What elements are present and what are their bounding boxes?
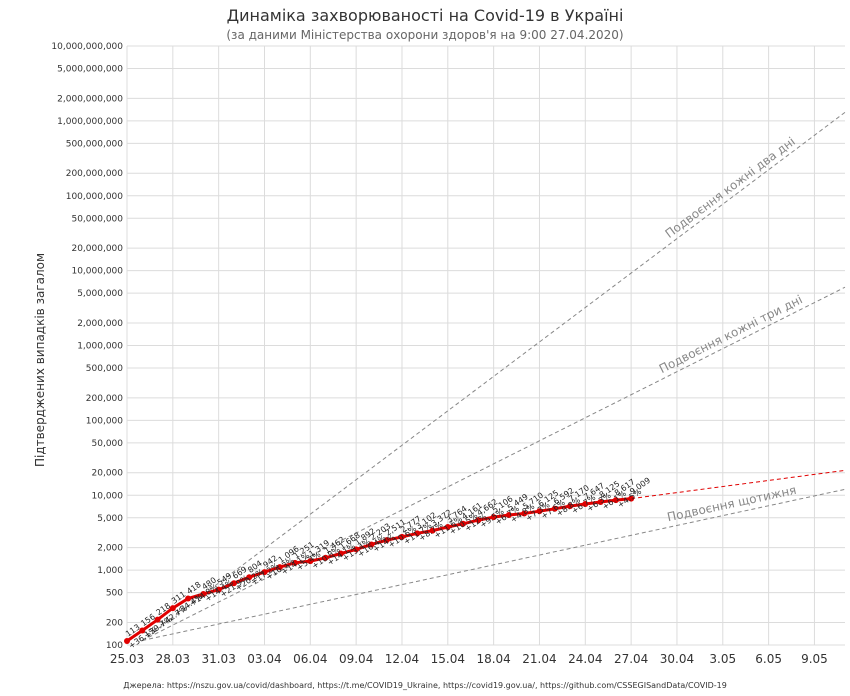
y-tick-label: 200,000	[86, 394, 123, 404]
y-tick-label: 100,000,000	[66, 192, 124, 202]
x-tick-label: 18.04	[476, 652, 510, 666]
x-tick-label: 25.03	[110, 652, 144, 666]
y-tick-label: 1,000	[97, 566, 123, 576]
grid	[126, 45, 845, 646]
data-point	[582, 500, 589, 507]
data-point	[154, 616, 161, 623]
y-axis-label: Підтверджених випадків загалом	[33, 253, 47, 467]
x-tick-label: 6.05	[755, 652, 782, 666]
y-tick-label: 50,000	[92, 439, 124, 449]
data-point	[475, 517, 482, 524]
reference-line	[142, 488, 846, 641]
x-tick-label: 21.04	[522, 652, 556, 666]
data-point	[368, 541, 375, 548]
data-point	[124, 638, 130, 645]
x-tick-label: 06.04	[293, 652, 327, 666]
x-tick-label: 15.04	[431, 652, 465, 666]
y-tick-label: 5,000	[97, 514, 123, 524]
data-point	[139, 627, 146, 634]
y-tick-label: 100	[106, 641, 123, 651]
y-tick-label: 50,000,000	[71, 214, 123, 224]
cases-series	[124, 469, 846, 645]
data-point	[185, 595, 192, 602]
y-tick-label: 1,000,000,000	[57, 117, 123, 127]
data-point	[292, 559, 299, 566]
cases-line	[126, 497, 632, 643]
y-tick-label: 1,000,000	[77, 342, 123, 352]
chart-title: Динаміка захворюваності на Covid-19 в Ук…	[226, 6, 624, 25]
y-tick-label: 10,000,000	[71, 267, 123, 277]
data-point	[536, 508, 543, 515]
y-tick-label: 200,000,000	[66, 169, 124, 179]
sources-note: Джерела: https://nszu.gov.ua/covid/dashb…	[123, 681, 727, 690]
y-tick-label: 10,000	[92, 491, 124, 501]
y-tick-label: 2,000	[97, 544, 123, 554]
data-point	[521, 510, 528, 517]
data-point	[383, 537, 390, 544]
x-tick-label: 24.04	[568, 652, 602, 666]
data-point	[307, 558, 314, 565]
data-point	[490, 514, 497, 521]
y-tick-label: 2,000,000,000	[57, 94, 123, 104]
data-labels: 113+36.1%156+39.7%218+42.7%311+34.4%418+…	[124, 476, 652, 651]
x-tick-label: 27.04	[614, 652, 648, 666]
x-tick-label: 3.05	[709, 652, 736, 666]
data-point	[261, 569, 268, 576]
data-point	[200, 590, 207, 597]
x-tick-label: 31.03	[201, 652, 235, 666]
reference-line	[142, 286, 846, 641]
data-point	[246, 574, 253, 581]
data-point	[597, 499, 604, 506]
y-tick-label: 5,000,000	[77, 289, 123, 299]
data-point	[429, 527, 436, 534]
data-point	[460, 520, 467, 527]
data-point	[628, 495, 635, 502]
data-point	[612, 497, 619, 504]
y-tick-label: 2,000,000	[77, 319, 123, 329]
reference-line-label: Подвоєння кожні три дні	[657, 292, 805, 376]
data-point	[169, 605, 176, 612]
data-point	[505, 511, 512, 518]
x-tick-label: 28.03	[156, 652, 190, 666]
y-tick-label: 20,000,000	[71, 244, 123, 254]
y-tick-label: 500,000,000	[66, 139, 124, 149]
x-tick-label: 12.04	[385, 652, 419, 666]
y-tick-label: 200	[106, 618, 123, 628]
x-tick-label: 09.04	[339, 652, 373, 666]
x-tick-label: 9.05	[801, 652, 828, 666]
data-point	[444, 524, 451, 531]
x-tick-label: 30.04	[660, 652, 694, 666]
data-point	[551, 505, 558, 512]
axes: 100 200 500 1,000 2,000 5,000 10,000 20,000 50,0…	[51, 42, 827, 666]
y-tick-label: 20,000	[92, 469, 124, 479]
data-point	[322, 554, 329, 561]
y-tick-label: 500,000	[86, 364, 123, 374]
reference-line-label: Подвоєння кожні два дні	[662, 134, 797, 241]
chart-subtitle: (за даними Міністерства охорони здоров'я…	[226, 28, 624, 42]
y-tick-label: 500	[106, 589, 123, 599]
data-point	[337, 550, 344, 557]
data-point	[230, 580, 237, 587]
data-point	[414, 530, 421, 537]
data-point	[353, 546, 360, 553]
data-point	[567, 503, 574, 510]
x-tick-label: 03.04	[247, 652, 281, 666]
y-tick-label: 100,000	[86, 416, 123, 426]
y-tick-label: 5,000,000,000	[57, 65, 123, 75]
y-tick-label: 10,000,000,000	[51, 42, 123, 52]
data-point	[276, 564, 283, 571]
data-point	[398, 533, 405, 540]
data-point	[215, 586, 222, 593]
projection-line	[631, 469, 846, 500]
